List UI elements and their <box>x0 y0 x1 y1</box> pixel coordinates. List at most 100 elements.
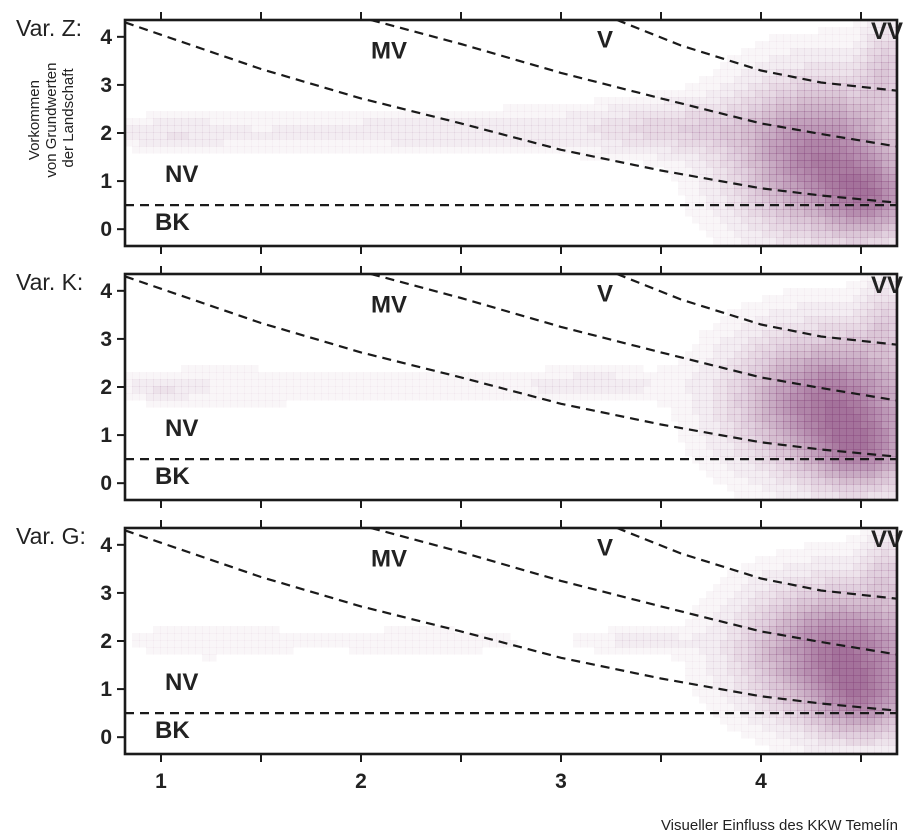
density-cell <box>846 449 854 457</box>
density-cell <box>769 48 777 56</box>
density-cell <box>356 125 364 133</box>
density-cell <box>741 344 749 352</box>
density-cell <box>748 703 756 711</box>
density-cell <box>867 696 875 704</box>
density-cell <box>699 104 707 112</box>
density-cell <box>608 379 616 387</box>
density-cell <box>825 118 833 126</box>
density-cell <box>629 640 637 648</box>
density-cell <box>573 393 581 401</box>
density-cell <box>321 125 329 133</box>
density-cell <box>650 626 658 634</box>
density-cell <box>783 76 791 84</box>
density-cell <box>552 125 560 133</box>
density-cell <box>748 696 756 704</box>
density-cell <box>846 41 854 49</box>
density-cell <box>874 626 882 634</box>
density-cell <box>776 435 784 443</box>
density-cell <box>706 153 714 161</box>
density-cell <box>748 647 756 655</box>
density-cell <box>755 125 763 133</box>
density-cell <box>769 125 777 133</box>
density-cell <box>860 717 868 725</box>
density-cell <box>755 41 763 49</box>
density-cell <box>720 577 728 585</box>
density-cell <box>804 570 812 578</box>
density-cell <box>384 125 392 133</box>
density-cell <box>692 97 700 105</box>
density-cell <box>860 316 868 324</box>
density-cell <box>720 330 728 338</box>
density-cell <box>706 351 714 359</box>
density-cell <box>832 619 840 627</box>
density-cell <box>727 188 735 196</box>
density-cell <box>741 118 749 126</box>
density-cell <box>832 570 840 578</box>
density-cell <box>132 139 140 147</box>
density-cell <box>797 556 805 564</box>
density-cell <box>384 146 392 154</box>
density-cell <box>776 174 784 182</box>
density-cell <box>776 591 784 599</box>
density-cell <box>727 605 735 613</box>
density-cell <box>538 139 546 147</box>
density-cell <box>825 484 833 492</box>
density-cell <box>853 393 861 401</box>
density-cell <box>734 421 742 429</box>
density-cell <box>769 421 777 429</box>
density-cell <box>755 223 763 231</box>
density-cell <box>797 612 805 620</box>
density-cell <box>174 400 182 408</box>
density-cell <box>867 570 875 578</box>
density-cell <box>181 146 189 154</box>
density-cell <box>783 556 791 564</box>
density-cell <box>867 223 875 231</box>
density-cell <box>804 55 812 63</box>
density-cell <box>349 118 357 126</box>
density-cell <box>783 104 791 112</box>
density-cell <box>174 125 182 133</box>
density-cell <box>818 146 826 154</box>
density-cell <box>846 421 854 429</box>
density-cell <box>867 41 875 49</box>
density-cell <box>804 435 812 443</box>
density-cell <box>811 330 819 338</box>
density-cell <box>874 577 882 585</box>
density-cell <box>370 640 378 648</box>
density-cell <box>713 633 721 641</box>
density-cell <box>699 118 707 126</box>
density-cell <box>461 132 469 140</box>
density-cell <box>580 153 588 161</box>
density-cell <box>202 132 210 140</box>
density-cell <box>468 111 476 119</box>
density-cell <box>398 111 406 119</box>
density-cell <box>790 132 798 140</box>
density-cell <box>741 223 749 231</box>
density-cell <box>734 237 742 245</box>
density-cell <box>839 216 847 224</box>
density-cell <box>685 111 693 119</box>
density-cell <box>776 393 784 401</box>
density-cell <box>713 435 721 443</box>
density-cell <box>818 125 826 133</box>
density-cell <box>790 223 798 231</box>
density-cell <box>783 477 791 485</box>
density-cell <box>867 351 875 359</box>
density-cell <box>482 386 490 394</box>
density-cell <box>811 584 819 592</box>
density-cell <box>839 62 847 70</box>
density-cell <box>748 470 756 478</box>
density-cell <box>867 549 875 557</box>
density-cell <box>874 344 882 352</box>
density-cell <box>755 372 763 380</box>
density-cell <box>489 132 497 140</box>
density-cell <box>825 421 833 429</box>
density-cell <box>853 577 861 585</box>
density-cell <box>209 654 217 662</box>
density-cell <box>839 731 847 739</box>
density-cell <box>839 682 847 690</box>
density-cell <box>867 435 875 443</box>
density-cell <box>671 111 679 119</box>
density-cell <box>545 379 553 387</box>
density-cell <box>888 365 896 373</box>
